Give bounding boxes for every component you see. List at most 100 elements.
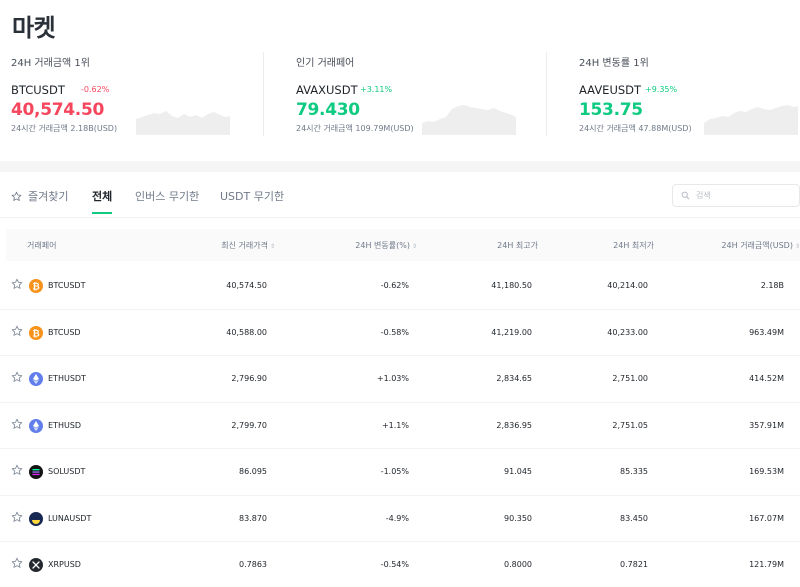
table-row[interactable]: ETHUSD 2,799.70 +1.1% 2,836.95 2,751.05 357.9… <box>0 403 800 449</box>
page-title: 마켓 <box>12 14 56 42</box>
card-volume: 24시간 거래금액 47.88M(USD) <box>579 124 692 133</box>
header-price[interactable]: 최신 거래가격 ⇕ <box>221 241 275 250</box>
section-separator <box>0 161 800 172</box>
pair-symbol[interactable]: XRPUSD <box>48 560 81 569</box>
table-row[interactable]: LUNAUSDT 83.870 -4.9% 90.350 83.450 167.07M <box>0 496 800 542</box>
change-percent: -4.9% <box>385 513 409 523</box>
card-change: -0.62% <box>81 85 110 94</box>
tab-all[interactable]: 전체 <box>92 188 112 204</box>
pair-symbol[interactable]: BTCUSD <box>48 327 81 337</box>
low-24h: 2,751.00 <box>612 374 648 383</box>
market-tabs: 즐겨찾기 전체 인버스 무기한 USDT 무기한 <box>0 172 800 218</box>
card-label: 24H 거래금액 1위 <box>11 58 90 69</box>
pair-symbol[interactable]: ETHUSD <box>48 420 82 430</box>
star-outline-icon[interactable] <box>11 418 23 430</box>
change-percent: +1.03% <box>376 374 409 383</box>
tab-label: 전체 <box>92 190 113 203</box>
tab-label: USDT 무기한 <box>220 190 285 203</box>
header-volume[interactable]: 24H 거래금액(USD) ⇕ <box>721 241 800 250</box>
low-24h: 40,214.00 <box>607 281 648 290</box>
last-price: 83.870 <box>239 513 267 523</box>
volume-24h: 414.52M <box>749 374 784 383</box>
volume-24h: 121.79M <box>749 560 784 569</box>
tab-inverse-perpetual[interactable]: 인버스 무기한 <box>135 188 199 204</box>
card-price: 153.75 <box>579 100 643 120</box>
star-outline-icon[interactable] <box>11 371 23 383</box>
high-24h: 0.8000 <box>504 560 532 569</box>
high-24h: 90.350 <box>504 513 532 523</box>
change-percent: -1.05% <box>380 467 409 476</box>
table-row[interactable]: ₿ BTCUSD 40,588.00 -0.58% 41,219.00 40,233.00… <box>0 310 800 356</box>
header-pair: 거래페어 <box>27 241 57 250</box>
low-24h: 83.450 <box>620 513 648 523</box>
pair-symbol[interactable]: BTCUSDT <box>48 281 86 290</box>
pair-symbol[interactable]: LUNAUSDT <box>48 513 92 523</box>
change-percent: -0.54% <box>380 560 409 569</box>
header-change[interactable]: 24H 변동률(%) ⇕ <box>355 241 417 250</box>
low-24h: 0.7821 <box>620 560 648 569</box>
last-price: 0.7863 <box>239 560 267 569</box>
high-24h: 2,836.95 <box>496 420 532 430</box>
card-top-change[interactable]: 24H 변동률 1위 AAVEUSDT +9.35% 153.75 24시간 거… <box>579 52 800 144</box>
star-outline-icon <box>11 191 22 201</box>
pair-symbol[interactable]: ETHUSDT <box>48 374 86 383</box>
table-header: 거래페어 최신 거래가격 ⇕ 24H 변동률(%) ⇕ 24H 최고가 24H 최저… <box>6 229 800 261</box>
header-high: 24H 최고가 <box>497 241 538 250</box>
table-row[interactable]: ETHUSDT 2,796.90 +1.03% 2,834.65 2,751.00 414… <box>0 356 800 403</box>
change-percent: -0.58% <box>380 327 409 337</box>
pair-symbol[interactable]: SOLUSDT <box>48 467 86 476</box>
sparkline-chart <box>704 105 798 135</box>
volume-24h: 169.53M <box>749 467 784 476</box>
star-outline-icon[interactable] <box>11 464 23 476</box>
card-top-volume[interactable]: 24H 거래금액 1위 BTCUSDT -0.62% 40,574.50 24시… <box>11 52 251 144</box>
tab-label: 인버스 무기한 <box>135 190 200 203</box>
sort-icon: ⇕ <box>411 243 417 250</box>
tab-favorites[interactable]: 즐겨찾기 <box>11 188 68 204</box>
ethereum-icon <box>29 418 43 433</box>
star-outline-icon[interactable] <box>11 557 23 569</box>
low-24h: 2,751.05 <box>612 420 648 430</box>
card-popular-pair[interactable]: 인기 거래페어 AVAXUSDT +3.11% 79.430 24시간 거래금액… <box>296 52 536 144</box>
table-row[interactable]: SOLUSDT 86.095 -1.05% 91.045 85.335 169.53M <box>0 449 800 496</box>
solana-icon <box>29 464 43 479</box>
high-24h: 2,834.65 <box>496 374 532 383</box>
sparkline-chart <box>422 105 516 135</box>
xrp-icon <box>29 557 43 572</box>
high-24h: 41,180.50 <box>491 281 532 290</box>
bitcoin-icon: ₿ <box>29 278 43 293</box>
ethereum-icon <box>29 371 43 386</box>
last-price: 40,574.50 <box>226 281 267 290</box>
star-outline-icon[interactable] <box>11 325 23 337</box>
volume-24h: 167.07M <box>749 513 784 523</box>
last-price: 2,796.90 <box>231 374 267 383</box>
card-symbol: BTCUSDT <box>11 83 65 97</box>
star-outline-icon[interactable] <box>11 278 23 290</box>
bitcoin-icon: ₿ <box>29 325 43 340</box>
low-24h: 40,233.00 <box>607 327 648 337</box>
change-percent: +1.1% <box>381 420 409 430</box>
change-percent: -0.62% <box>380 281 409 290</box>
volume-24h: 357.91M <box>749 420 784 430</box>
terra-luna-icon <box>29 511 43 526</box>
last-price: 86.095 <box>239 467 267 476</box>
tab-label: 즐겨찾기 <box>28 190 69 203</box>
sparkline-chart <box>136 111 230 135</box>
header-low: 24H 최저가 <box>613 241 654 250</box>
table-row[interactable]: XRPUSD 0.7863 -0.54% 0.8000 0.7821 121.79M <box>0 542 800 587</box>
sort-icon: ⇕ <box>794 243 800 250</box>
high-24h: 91.045 <box>504 467 532 476</box>
table-row[interactable]: ₿ BTCUSDT 40,574.50 -0.62% 41,180.50 40,214.0… <box>0 263 800 310</box>
tab-usdt-perpetual[interactable]: USDT 무기한 <box>220 188 284 204</box>
volume-24h: 2.18B <box>760 281 784 290</box>
card-change: +9.35% <box>645 85 678 94</box>
search-box[interactable] <box>672 184 800 207</box>
search-input[interactable] <box>696 191 786 200</box>
card-volume: 24시간 거래금액 109.79M(USD) <box>296 124 414 133</box>
star-outline-icon[interactable] <box>11 511 23 523</box>
card-volume: 24시간 거래금액 2.18B(USD) <box>11 124 118 133</box>
svg-text:₿: ₿ <box>32 281 39 292</box>
volume-24h: 963.49M <box>749 327 784 337</box>
market-table: ₿ BTCUSDT 40,574.50 -0.62% 41,180.50 40,214.0… <box>0 263 800 587</box>
top-market-cards: 24H 거래금액 1위 BTCUSDT -0.62% 40,574.50 24시… <box>0 52 800 144</box>
last-price: 40,588.00 <box>226 327 267 337</box>
